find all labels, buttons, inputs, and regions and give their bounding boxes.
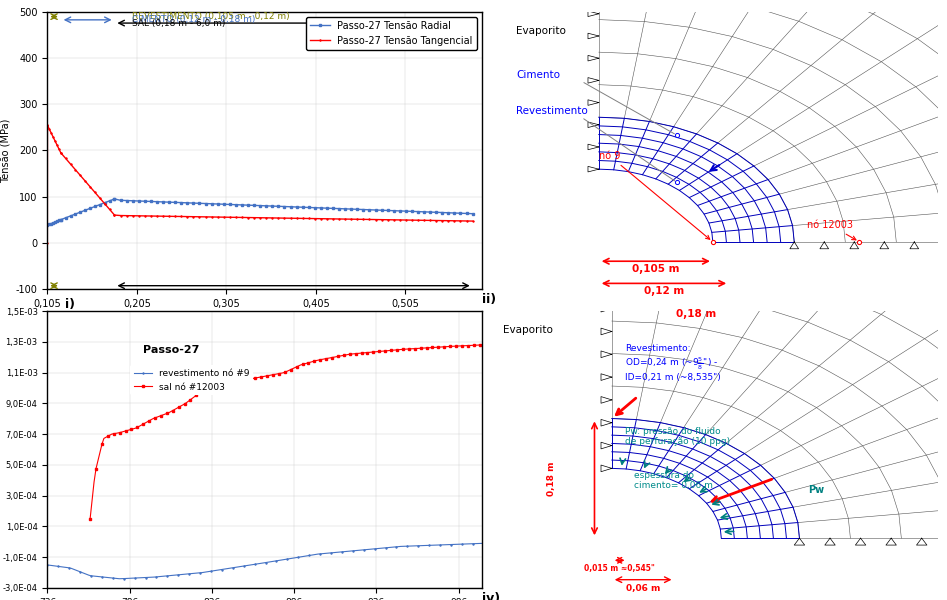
sal nó #12003: [157, 412, 169, 419]
X-axis label: distância do centro do poço até o meio contínuo (m): distância do centro do poço até o meio c…: [136, 314, 393, 325]
Passo-27 Tensão Radial: [467, 210, 478, 217]
Text: nó 12003: nó 12003: [807, 220, 856, 240]
sal nó #12003: [442, 343, 454, 350]
Text: 0,18 m: 0,18 m: [676, 308, 717, 319]
revestimento nó #9: [441, 541, 453, 548]
sal nó #12003: [476, 341, 488, 349]
revestimento nó #9: [125, 575, 136, 582]
Text: Revestimento:
OD=0,24 m (~9$\frac{5}{8}$") -
ID=0,21 m (~8,535"): Revestimento: OD=0,24 m (~9$\frac{5}{8}$…: [625, 344, 721, 382]
Passo-27 Tensão Tangencial: [121, 212, 133, 219]
Text: 0,12 m: 0,12 m: [644, 286, 684, 296]
Text: CIMENTO (0,12 m - 0,18 m): CIMENTO (0,12 m - 0,18 m): [133, 16, 256, 25]
Passo-27 Tensão Tangencial: [467, 217, 478, 224]
Passo-27 Tensão Tangencial: [212, 214, 223, 221]
Passo-27 Tensão Tangencial: [115, 212, 126, 219]
Text: 0,06 m: 0,06 m: [626, 584, 660, 593]
Line: Passo-27 Tensão Tangencial: Passo-27 Tensão Tangencial: [46, 124, 474, 244]
Text: i): i): [64, 298, 75, 311]
Text: 0,105 m: 0,105 m: [632, 265, 680, 274]
revestimento nó #9: [159, 572, 170, 580]
Text: ii): ii): [482, 293, 495, 306]
Passo-27 Tensão Radial: [42, 221, 53, 229]
Text: Evaporito: Evaporito: [516, 26, 566, 36]
sal nó #12003: [84, 515, 96, 523]
Text: espessura do
cimento= 0,06 m: espessura do cimento= 0,06 m: [634, 471, 712, 490]
Text: 0,015 m ≈0,545": 0,015 m ≈0,545": [584, 565, 655, 574]
Line: sal nó #12003: sal nó #12003: [89, 344, 483, 520]
Passo-27 Tensão Tangencial: [42, 239, 53, 247]
Text: 0,18 m: 0,18 m: [546, 461, 556, 496]
Passo-27 Tensão Radial: [285, 203, 296, 211]
Passo-27 Tensão Tangencial: [104, 206, 116, 213]
Text: Evaporito: Evaporito: [503, 325, 553, 335]
Passo-27 Tensão Radial: [205, 200, 217, 208]
sal nó #12003: [188, 393, 200, 400]
Line: Passo-27 Tensão Radial: Passo-27 Tensão Radial: [46, 197, 474, 227]
Passo-27 Tensão Radial: [109, 196, 120, 203]
Legend: Passo-27 Tensão Radial, Passo-27 Tensão Tangencial: Passo-27 Tensão Radial, Passo-27 Tensão …: [306, 17, 476, 49]
Passo-27 Tensão Radial: [303, 204, 314, 211]
Text: Passo-27: Passo-27: [143, 344, 199, 355]
Text: Pw: Pw: [808, 485, 824, 494]
sal nó #12003: [456, 342, 468, 349]
Passo-27 Tensão Radial: [321, 205, 332, 212]
Passo-27 Tensão Radial: [278, 203, 290, 210]
revestimento nó #9: [114, 575, 125, 583]
sal nó #12003: [108, 430, 119, 437]
Text: Pw: pressão do fluido
de perfuração (10 ppg): Pw: pressão do fluido de perfuração (10 …: [625, 427, 730, 446]
Passo-27 Tensão Radial: [419, 208, 430, 215]
revestimento nó #9: [476, 540, 488, 547]
Text: SAL (0,18 m - 6,0 m): SAL (0,18 m - 6,0 m): [133, 19, 225, 28]
Passo-27 Tensão Tangencial: [42, 121, 53, 128]
Text: Revestimento: Revestimento: [516, 106, 588, 116]
Text: REVESTIMENTO (0,105 m - 0,12 m): REVESTIMENTO (0,105 m - 0,12 m): [133, 12, 290, 21]
revestimento nó #9: [68, 566, 80, 573]
sal nó #12003: [100, 434, 112, 441]
Text: Cimento: Cimento: [516, 70, 561, 80]
Passo-27 Tensão Tangencial: [376, 216, 387, 223]
Text: iv): iv): [482, 592, 500, 600]
revestimento nó #9: [456, 541, 468, 548]
Legend: revestimento nó #9, sal nó #12003: revestimento nó #9, sal nó #12003: [130, 365, 253, 395]
revestimento nó #9: [59, 563, 70, 571]
revestimento nó #9: [42, 562, 53, 569]
Passo-27 Tensão Tangencial: [364, 216, 375, 223]
Y-axis label: Tensão (MPa): Tensão (MPa): [0, 118, 10, 182]
Text: nó 9: nó 9: [599, 151, 709, 239]
Line: revestimento nó #9: revestimento nó #9: [46, 542, 483, 580]
